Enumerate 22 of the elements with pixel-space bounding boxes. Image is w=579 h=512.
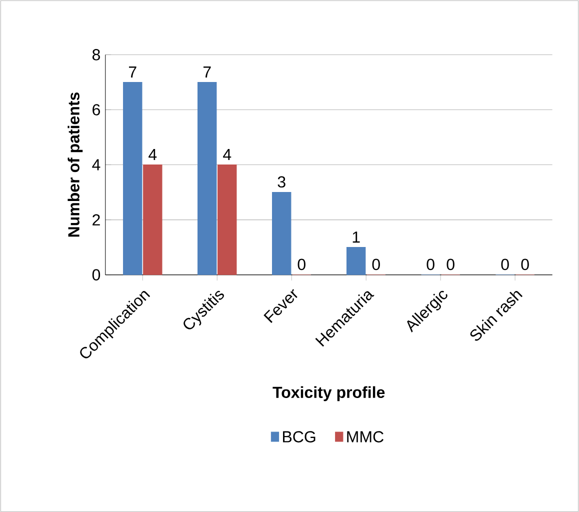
data-label: 0 [521,258,529,270]
data-label: 7 [203,66,211,78]
x-axis-title: Toxicity profile [272,386,385,402]
y-tick-label: 2 [92,214,100,226]
x-tick-label: Skin rash [470,290,523,341]
y-tick-label: 4 [92,159,100,170]
y-tick-label: 6 [92,104,100,116]
y-tick-label: 8 [92,48,100,60]
legend-label: BCG [283,430,316,442]
data-label: 0 [298,258,306,270]
data-label: 0 [426,258,434,270]
data-label: 3 [278,176,286,188]
data-label: 0 [446,258,454,270]
data-label: 4 [223,148,232,160]
data-label: 4 [148,148,157,160]
data-label: 7 [128,66,136,78]
y-tick-label: 0 [92,269,100,280]
data-label: 0 [372,258,380,270]
legend-label: MMC [347,430,384,442]
data-label: 0 [501,258,509,270]
data-label: 1 [352,231,360,242]
y-axis-title: Number of patients [68,92,83,236]
